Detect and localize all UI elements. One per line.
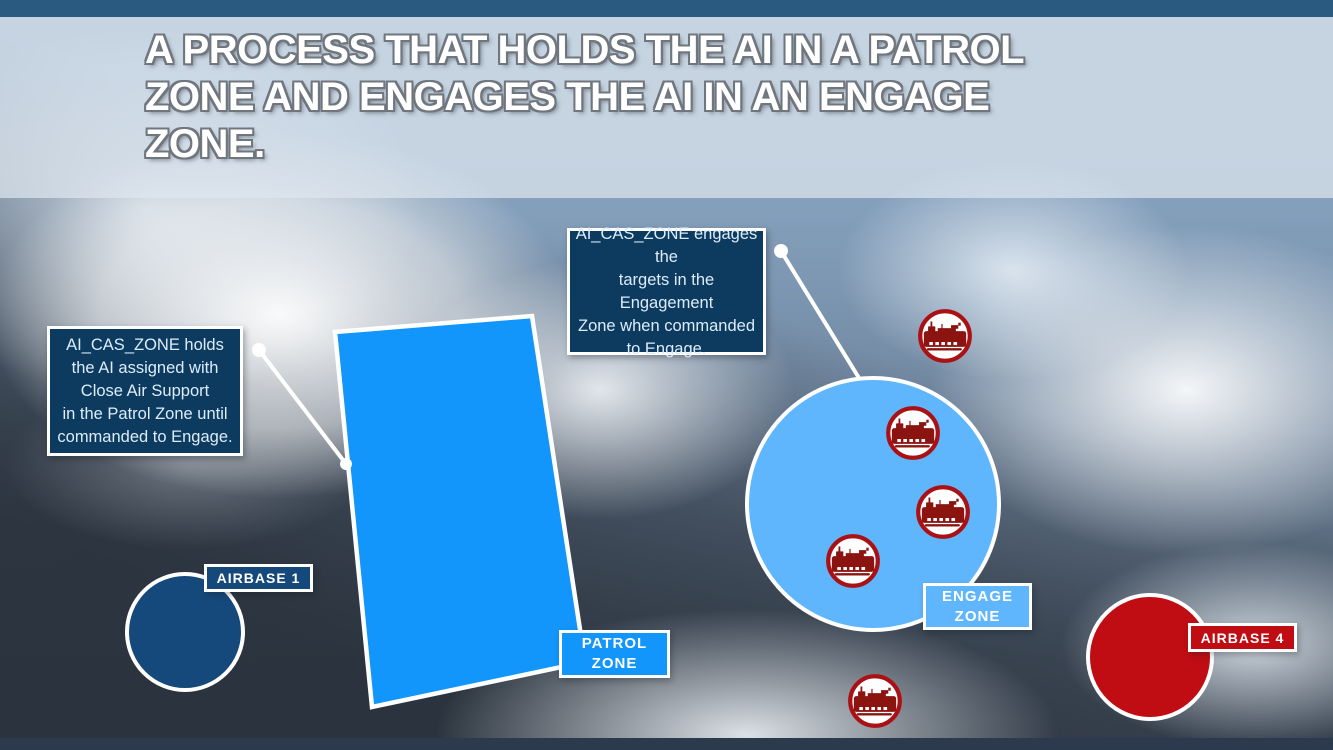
callout-text-line: Zone when commanded [577,316,756,335]
engage-callout-box: AI_CAS_ZONE engages the targets in the E… [567,225,766,358]
patrol-zone-label: PATROL ZONE [559,630,670,678]
patrol-zone-shape [332,313,588,710]
target-tank-icon [850,676,900,726]
target-tank-icon [888,408,938,458]
patrol-callout-box: AI_CAS_ZONE holds the AI assigned with C… [47,326,243,456]
callout-text-line: AI_CAS_ZONE engages the [575,224,758,266]
slide-title-line: ZONE. [145,122,265,166]
top-accent-bar [0,0,1333,17]
title-band [0,17,1333,198]
target-tank-icon [918,487,968,537]
target-tank-icon [920,311,970,361]
callout-text-line: commanded to Engage. [57,427,233,446]
bottom-accent-bar [0,738,1333,750]
airbase-1-shape [125,572,245,692]
slide-title-line: ZONE AND ENGAGES THE AI IN AN ENGAGE [145,75,990,119]
slide-title-line: A PROCESS THAT HOLDS THE AI IN A PATROL [145,28,1025,72]
callout-text-line: Close Air Support [80,381,210,400]
callout-text-line: in the Patrol Zone until [62,404,228,423]
callout-text-line: to Engage. [626,339,707,358]
airbase-4-label: AIRBASE 4 [1188,623,1297,652]
slide-title: A PROCESS THAT HOLDS THE AI IN A PATROL … [145,27,1265,168]
target-tank-icon [828,536,878,586]
patrol-callout-connector [252,343,352,470]
airbase-4-shape [1086,593,1214,721]
callout-text-line: targets in the Engagement [618,270,715,312]
callout-text-line: AI_CAS_ZONE holds [66,335,224,354]
callout-text-line: the AI assigned with [71,358,219,377]
engage-zone-label: ENGAGE ZONE [923,583,1032,630]
airbase-1-label: AIRBASE 1 [204,564,313,592]
engage-callout-connector [774,244,861,380]
